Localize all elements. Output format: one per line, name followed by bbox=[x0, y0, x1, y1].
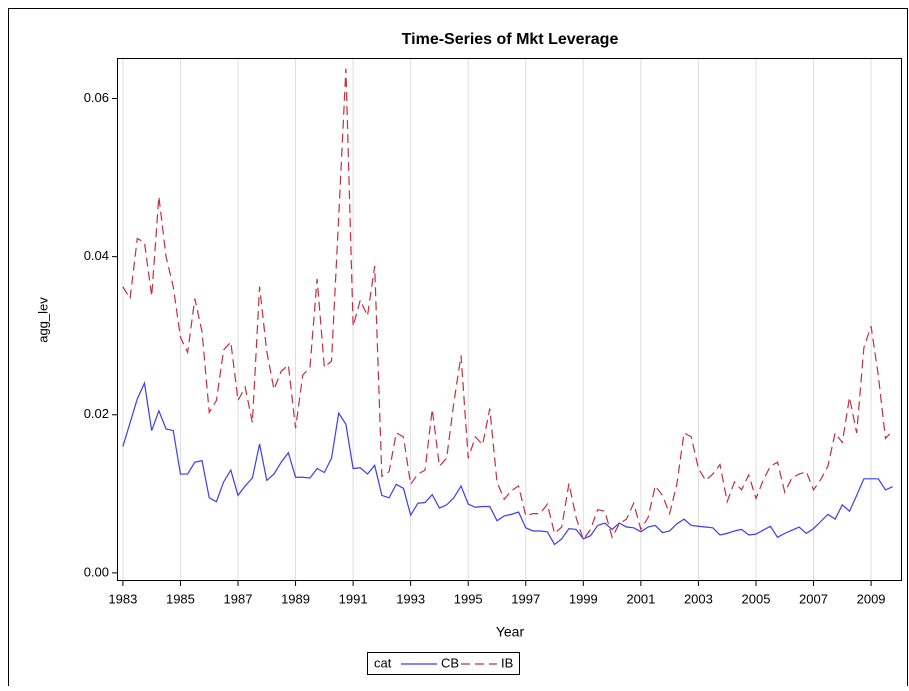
x-tick-label: 2001 bbox=[626, 591, 655, 606]
x-tick-label: 2009 bbox=[857, 591, 886, 606]
x-tick-label: 1999 bbox=[569, 591, 598, 606]
legend-title: cat bbox=[374, 655, 392, 670]
y-tick-label: 0.00 bbox=[84, 564, 109, 579]
x-tick-label: 2005 bbox=[742, 591, 771, 606]
x-tick-label: 2003 bbox=[684, 591, 713, 606]
x-tick-label: 1987 bbox=[224, 591, 253, 606]
y-tick-label: 0.04 bbox=[84, 248, 109, 263]
x-tick-label: 1995 bbox=[454, 591, 483, 606]
frame bbox=[8, 8, 908, 691]
y-tick-label: 0.02 bbox=[84, 406, 109, 421]
x-tick-label: 1985 bbox=[166, 591, 195, 606]
x-tick-label: 1983 bbox=[108, 591, 137, 606]
x-tick-label: 1997 bbox=[511, 591, 540, 606]
x-tick-label: 1993 bbox=[396, 591, 425, 606]
y-axis-label: agg_lev bbox=[35, 297, 50, 343]
legend-label: IB bbox=[501, 655, 513, 670]
x-tick-label: 1989 bbox=[281, 591, 310, 606]
y-tick-label: 0.06 bbox=[84, 90, 109, 105]
series-line bbox=[122, 381, 893, 546]
x-axis-label: Year bbox=[496, 624, 525, 640]
x-tick-label: 1991 bbox=[339, 591, 368, 606]
chart-title: Time-Series of Mkt Leverage bbox=[402, 31, 619, 48]
series-line bbox=[122, 68, 894, 542]
legend-label: CB bbox=[441, 655, 459, 670]
x-tick-label: 2007 bbox=[799, 591, 828, 606]
legend-box bbox=[367, 652, 520, 675]
plot-frame bbox=[117, 58, 902, 581]
